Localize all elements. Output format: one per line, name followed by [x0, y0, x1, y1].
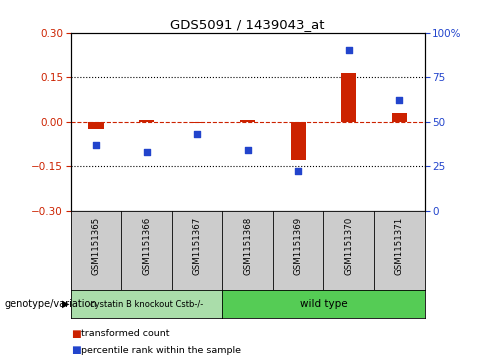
Bar: [291, 122, 306, 160]
Text: ▶: ▶: [62, 299, 70, 309]
Text: cystatin B knockout Cstb-/-: cystatin B knockout Cstb-/-: [90, 299, 203, 309]
Text: GSM1151365: GSM1151365: [92, 217, 101, 275]
Point: [345, 48, 353, 53]
Text: GSM1151371: GSM1151371: [395, 217, 404, 275]
Text: ■: ■: [71, 329, 81, 339]
Point: [244, 147, 252, 153]
Text: genotype/variation: genotype/variation: [5, 299, 98, 309]
Text: ■: ■: [71, 345, 81, 355]
Text: percentile rank within the sample: percentile rank within the sample: [81, 346, 241, 355]
Bar: [88, 122, 103, 129]
Bar: [341, 73, 356, 122]
Point: [142, 149, 150, 155]
Text: wild type: wild type: [300, 299, 347, 309]
Text: GSM1151370: GSM1151370: [344, 217, 353, 275]
Bar: [189, 122, 204, 123]
Title: GDS5091 / 1439043_at: GDS5091 / 1439043_at: [170, 19, 325, 32]
Bar: [240, 120, 255, 122]
Point: [395, 97, 403, 103]
Text: GSM1151366: GSM1151366: [142, 217, 151, 275]
Point: [92, 142, 100, 148]
Text: GSM1151369: GSM1151369: [294, 217, 303, 275]
Bar: [139, 120, 154, 122]
Text: GSM1151368: GSM1151368: [243, 217, 252, 275]
Text: GSM1151367: GSM1151367: [193, 217, 202, 275]
Bar: [392, 113, 407, 122]
Point: [193, 131, 201, 137]
Text: transformed count: transformed count: [81, 330, 169, 338]
Point: [294, 168, 302, 174]
